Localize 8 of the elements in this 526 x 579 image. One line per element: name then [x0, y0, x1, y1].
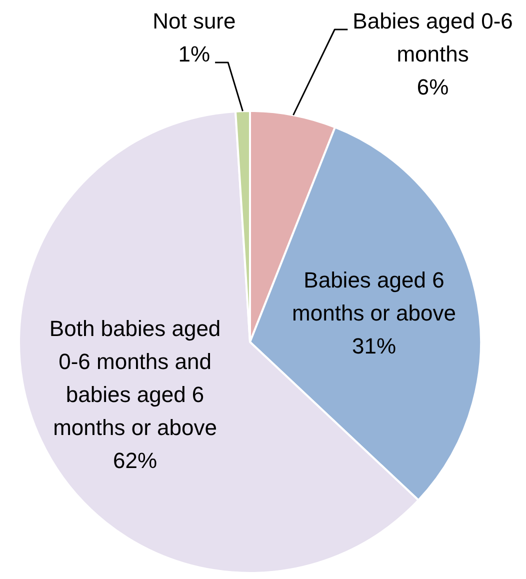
data-label: 6% — [416, 74, 449, 100]
slice-label: Babies aged 0-6 months — [352, 8, 513, 67]
slice-label: Both babies aged 0-6 months and babies aged 6 months or above — [49, 316, 221, 440]
data-label: 62% — [113, 448, 158, 474]
data-label: 1% — [178, 42, 210, 67]
slice-label: Not sure — [152, 8, 236, 34]
slice-label: Babies aged 6 months or above — [292, 267, 456, 326]
data-label: 31% — [352, 333, 396, 358]
